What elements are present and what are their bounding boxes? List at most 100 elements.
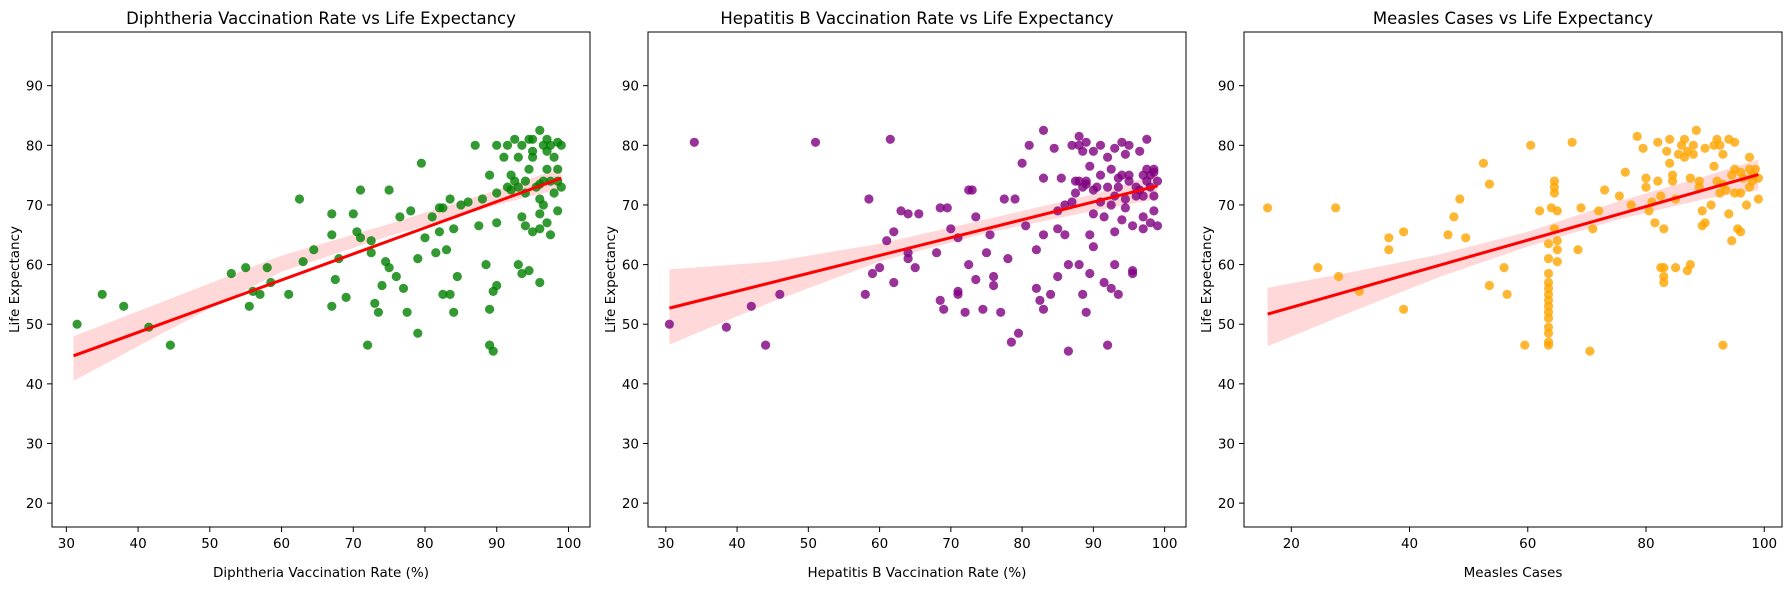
data-point (1092, 182, 1102, 192)
data-point (549, 152, 559, 162)
data-point (1718, 149, 1728, 159)
x-tick-label: 70 (942, 536, 959, 552)
data-point (284, 289, 294, 299)
data-point (1081, 137, 1091, 147)
data-point (1659, 263, 1669, 273)
data-point (999, 194, 1009, 204)
data-point (449, 307, 459, 317)
data-point (989, 271, 999, 282)
data-point (1744, 152, 1755, 162)
data-point (510, 134, 520, 144)
y-tick-label: 90 (622, 79, 639, 95)
data-point (241, 263, 251, 273)
data-point (463, 197, 473, 207)
data-point (1010, 194, 1020, 204)
y-tick-label: 30 (26, 437, 43, 453)
data-point (1650, 218, 1660, 228)
data-point (553, 164, 563, 174)
data-point (860, 289, 870, 299)
data-point (1384, 233, 1394, 243)
data-point (1691, 125, 1701, 135)
data-point (889, 227, 899, 237)
data-point (1149, 206, 1159, 216)
data-point (1074, 131, 1084, 141)
data-point (1110, 260, 1120, 270)
data-point (1727, 236, 1737, 246)
x-tick-label: 80 (416, 536, 433, 552)
data-point (1736, 188, 1746, 198)
data-point (964, 260, 974, 270)
data-point (384, 185, 394, 195)
data-point (165, 340, 175, 350)
data-point (1614, 191, 1624, 201)
data-point (1067, 140, 1077, 150)
data-point (1124, 140, 1134, 150)
data-point (1573, 245, 1583, 255)
data-point (1688, 149, 1698, 159)
y-tick-label: 60 (1218, 258, 1235, 274)
data-point (420, 233, 430, 243)
data-point (502, 140, 513, 150)
data-point (1031, 283, 1041, 293)
data-point (1620, 167, 1630, 177)
x-tick-label: 90 (488, 536, 505, 552)
data-point (1653, 137, 1663, 147)
data-point (535, 125, 545, 135)
x-tick-label: 50 (201, 536, 218, 552)
data-point (528, 227, 538, 237)
data-point (542, 164, 552, 174)
data-point (1741, 200, 1752, 210)
data-point (542, 218, 552, 228)
x-tick-label: 100 (1152, 536, 1178, 552)
data-point (427, 212, 437, 222)
data-point (395, 212, 405, 222)
data-point (1384, 245, 1394, 255)
data-point (885, 134, 895, 144)
data-point (520, 221, 531, 231)
data-point (1585, 346, 1595, 356)
data-point (1103, 182, 1113, 192)
y-tick-label: 50 (26, 317, 43, 333)
data-point (1152, 176, 1163, 186)
data-point (1334, 271, 1344, 282)
data-point (535, 277, 545, 288)
data-point (1543, 340, 1554, 350)
regression-line (1267, 173, 1759, 316)
data-point (1103, 340, 1113, 350)
data-point (255, 289, 265, 299)
data-point (1138, 224, 1148, 234)
data-point (377, 280, 387, 291)
x-axis-label: Measles Cases (1464, 565, 1563, 581)
data-point (1056, 173, 1066, 183)
data-point (549, 188, 559, 198)
data-point (1706, 200, 1716, 210)
data-point (438, 203, 448, 213)
data-point (370, 298, 380, 308)
x-tick-label: 100 (1751, 536, 1777, 552)
data-point (1124, 170, 1134, 180)
data-point (1626, 200, 1636, 210)
data-point (1031, 245, 1041, 255)
data-point (1088, 146, 1098, 156)
y-tick-label: 70 (622, 198, 639, 214)
data-point (1038, 230, 1049, 240)
data-point (1053, 271, 1063, 282)
x-axis-label: Diphtheria Vaccination Rate (%) (213, 565, 429, 581)
axes-frame (1243, 31, 1783, 528)
data-point (967, 185, 977, 195)
data-point (1679, 134, 1690, 144)
data-point (1120, 194, 1130, 204)
data-point (477, 194, 487, 204)
data-point (449, 224, 459, 234)
y-tick-label: 20 (1218, 496, 1235, 512)
data-point (1263, 203, 1273, 213)
data-point (431, 248, 441, 258)
confidence-band (1267, 159, 1759, 347)
data-point (341, 292, 351, 302)
data-point (244, 301, 254, 311)
data-point (1038, 125, 1049, 135)
data-point (1688, 140, 1698, 150)
data-point (810, 137, 821, 147)
data-point (445, 194, 455, 204)
data-point (1120, 149, 1130, 159)
